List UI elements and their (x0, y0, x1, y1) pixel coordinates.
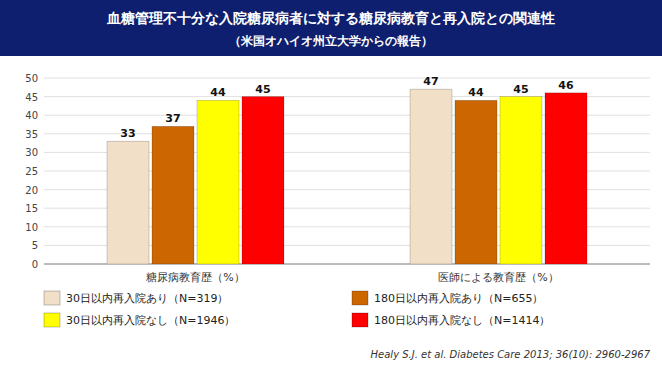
y-tick-label: 40 (25, 110, 38, 121)
data-label: 44 (468, 86, 484, 99)
y-tick-label: 45 (25, 92, 38, 103)
bar (500, 97, 542, 264)
data-label: 45 (255, 83, 270, 96)
title-band (0, 0, 662, 56)
bar (455, 100, 497, 264)
y-tick-label: 35 (25, 129, 38, 140)
bar (545, 93, 587, 264)
subtitle: （米国オハイオ州立大学からの報告） (229, 34, 433, 48)
legend-label: 30日以内再入院あり（N=319） (66, 292, 228, 305)
y-tick-label: 10 (25, 222, 38, 233)
y-tick-label: 30 (25, 147, 38, 158)
bar (197, 100, 239, 264)
y-tick-label: 5 (32, 240, 38, 251)
y-tick-label: 25 (25, 166, 38, 177)
bars (107, 89, 587, 264)
legend: 30日以内再入院あり（N=319） 180日以内再入院あり（N=655） 30日以内… (44, 291, 550, 327)
data-labels: 33 37 44 45 47 44 45 46 (120, 75, 574, 140)
data-label: 44 (210, 86, 226, 99)
y-tick-label: 15 (25, 203, 38, 214)
bar (410, 89, 452, 264)
data-label: 47 (423, 75, 438, 88)
data-label: 33 (120, 127, 135, 140)
bar (242, 97, 284, 264)
legend-label: 180日以内再入院なし（N=1414） (374, 314, 550, 327)
annotation: Healy S.J. et al. Diabetes Care 2013; 36… (371, 349, 651, 360)
data-label: 37 (165, 112, 180, 125)
data-label: 45 (513, 83, 528, 96)
legend-swatch (44, 313, 60, 327)
legend-swatch (352, 291, 368, 305)
bar (107, 141, 149, 264)
y-tick-label: 50 (25, 73, 38, 84)
legend-swatch (44, 291, 60, 305)
x-tick-label: 糖尿病教育歴（%） (146, 271, 244, 284)
y-tick-label: 20 (25, 185, 38, 196)
x-tick-label: 医師による教育歴（%） (438, 271, 558, 284)
y-tick-label: 0 (32, 259, 38, 270)
legend-label: 30日以内再入院なし（N=1946） (66, 314, 235, 327)
legend-swatch (352, 313, 368, 327)
chart: 血糖管理不十分な入院糖尿病者に対する糖尿病教育と再入院との関連性 （米国オハイオ州… (0, 0, 662, 372)
legend-label: 180日以内再入院あり（N=655） (374, 292, 543, 305)
data-label: 46 (558, 79, 574, 92)
title: 血糖管理不十分な入院糖尿病者に対する糖尿病教育と再入院との関連性 (106, 10, 555, 26)
bar (152, 126, 194, 264)
